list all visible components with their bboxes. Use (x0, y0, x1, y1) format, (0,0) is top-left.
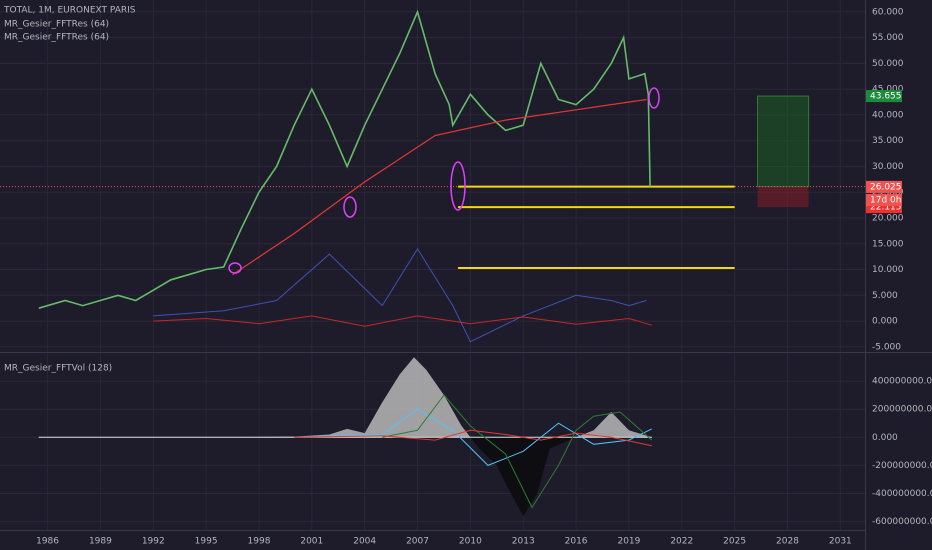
x-tick-label: 2031 (829, 537, 852, 547)
x-tick-label: 2016 (565, 537, 588, 547)
x-tick-label: 1986 (36, 537, 59, 547)
annotation-circle (228, 262, 242, 274)
price-label: 22.115 (870, 203, 902, 213)
y-tick-label: 0.000 (872, 433, 898, 443)
x-tick-label: 2022 (670, 537, 693, 547)
y-tick-label: 50.000 (872, 59, 904, 69)
x-tick-label: 2010 (459, 537, 482, 547)
indicator-label: MR_Gesier_FFTRes (64) (4, 20, 109, 30)
x-tick-label: 2025 (723, 537, 746, 547)
x-tick-label: 2019 (617, 537, 640, 547)
y-tick-label: 60.000 (872, 7, 904, 17)
x-tick-label: 2028 (776, 537, 799, 547)
x-tick-label: 1989 (89, 537, 112, 547)
y-tick-label: 35.000 (872, 136, 904, 146)
position-target (757, 95, 810, 188)
y-tick-label: 30.000 (872, 162, 904, 172)
y-tick-label: 55.000 (872, 33, 904, 43)
y-tick-label: 5.000 (872, 291, 898, 301)
y-tick-label: 20.000 (872, 214, 904, 224)
series-line (382, 394, 653, 509)
x-tick-label: 1998 (248, 537, 271, 547)
x-tick-label: 2007 (406, 537, 429, 547)
position-stop (757, 186, 809, 208)
y-tick-label: -600000000.000 (872, 517, 932, 527)
annotation-circle (648, 87, 660, 109)
y-tick-label: 0.000 (872, 317, 898, 327)
annotation-circle (343, 196, 357, 218)
y-tick-label: -200000000.000 (872, 461, 932, 471)
series-line (232, 98, 647, 276)
y-tick-label: -400000000.000 (872, 489, 932, 499)
y-tick-label: -5.000 (872, 342, 901, 352)
annotation-circle (450, 161, 466, 211)
chart-title: TOTAL, 1M, EURONEXT PARIS (3, 6, 136, 16)
x-tick-label: 2013 (512, 537, 535, 547)
x-tick-label: 2004 (353, 537, 376, 547)
y-tick-label: 200000000.000 (872, 405, 932, 415)
series-line (294, 429, 652, 447)
y-tick-label: 400000000.000 (872, 377, 932, 387)
y-tick-label: 10.000 (872, 265, 904, 275)
price-label: 43.655 (870, 92, 902, 102)
area-negative (38, 437, 652, 516)
countdown-bg (866, 193, 902, 206)
series-line (153, 315, 652, 327)
countdown: 17d 0h (870, 195, 901, 205)
price-label: 26.025 (870, 182, 902, 192)
y-tick-label: 15.000 (872, 239, 904, 249)
series-line (38, 9, 651, 309)
annotations (228, 87, 660, 274)
y-tick-label: 40.000 (872, 110, 904, 120)
series-line (294, 408, 653, 466)
x-tick-label: 2001 (300, 537, 323, 547)
price-label-bg (866, 180, 902, 193)
indicator-label: MR_Gesier_FFTRes (64) (4, 33, 109, 43)
x-tick-label: 1992 (142, 537, 165, 547)
series-line (153, 247, 647, 343)
y-tick-label: 45.000 (872, 85, 904, 95)
x-tick-label: 1995 (195, 537, 218, 547)
indicator-label: MR_Gesier_FFTVol (128) (4, 364, 112, 374)
price-label-bg (866, 90, 902, 103)
area-positive (207, 357, 652, 438)
